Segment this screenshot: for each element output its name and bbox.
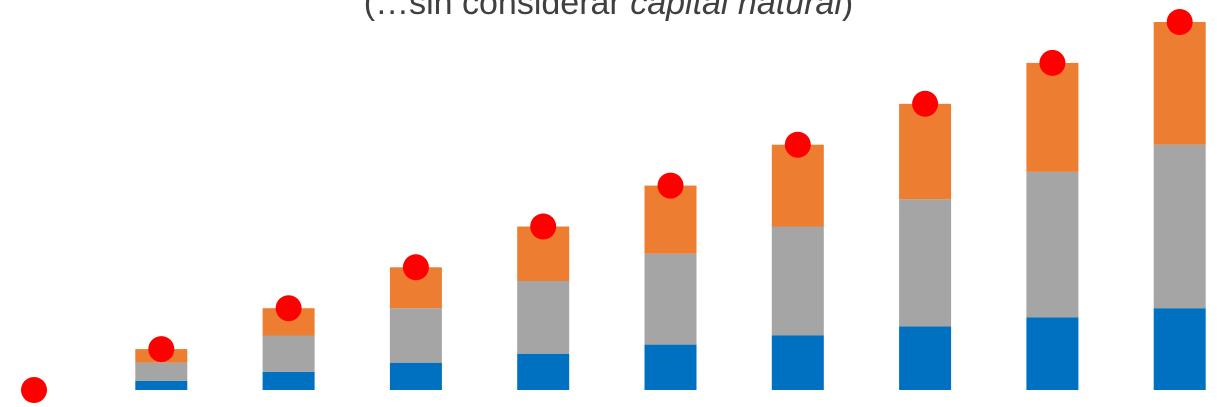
marker-point	[530, 213, 557, 240]
bar-segment-top	[771, 144, 824, 227]
bar-segment-middle	[389, 308, 442, 363]
marker-point	[912, 90, 939, 117]
bar-segment-middle	[644, 253, 697, 345]
marker-point	[402, 254, 429, 281]
bar-segment-top	[899, 103, 952, 200]
bar-segment-bottom	[135, 380, 188, 390]
bar-segment-top	[1026, 62, 1079, 172]
bar-segment-bottom	[389, 362, 442, 390]
bar-segment-middle	[771, 226, 824, 336]
marker-point	[657, 172, 684, 199]
bar-segment-top	[1153, 22, 1206, 145]
marker-point	[1166, 9, 1193, 35]
marker-point	[21, 377, 47, 403]
bar-segment-bottom	[517, 353, 570, 390]
bar-segment-bottom	[899, 326, 952, 390]
bar-segment-bottom	[644, 344, 697, 390]
bar-segment-middle	[899, 199, 952, 327]
marker-point	[784, 131, 811, 158]
bar-segment-middle	[1153, 144, 1206, 309]
bar-segment-middle	[1026, 172, 1079, 318]
chart-title-suffix: )	[841, 0, 854, 22]
bar-segment-bottom	[771, 335, 824, 390]
bar-segment-bottom	[262, 371, 315, 390]
bar-segment-bottom	[1026, 317, 1079, 390]
chart-title-emphasis: capital natural	[630, 0, 842, 22]
chart-title-prefix: (…sin considerar	[363, 0, 631, 22]
bar-segment-middle	[135, 362, 188, 381]
marker-point	[1039, 49, 1066, 76]
marker-point	[275, 295, 302, 322]
bar-segment-bottom	[1153, 308, 1206, 390]
bar-segment-middle	[517, 281, 570, 354]
marker-point	[148, 336, 175, 363]
bar-segment-middle	[262, 335, 315, 372]
chart-title: (…sin considerar capital natural)	[0, 0, 1217, 23]
